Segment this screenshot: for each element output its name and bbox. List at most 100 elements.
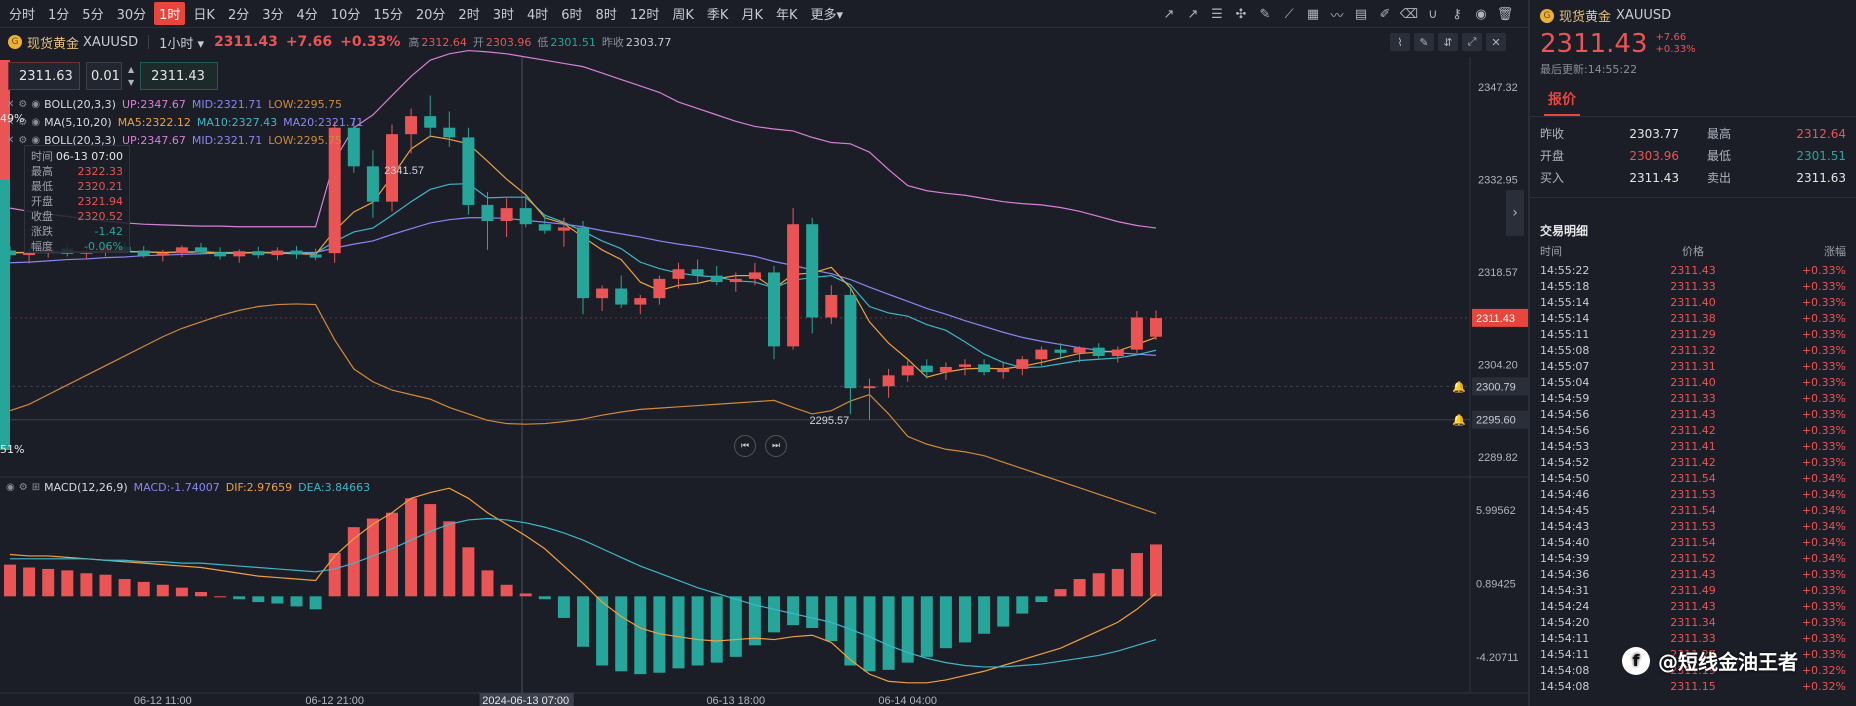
- macd-bar: [1092, 573, 1105, 597]
- low-annotation: 2295.57: [810, 415, 850, 427]
- buy-price-box[interactable]: 2311.43: [140, 62, 219, 90]
- candle-body: [901, 365, 914, 376]
- horizontal-line-icon[interactable]: ☰: [1211, 6, 1223, 22]
- close-icon[interactable]: ✕: [6, 98, 15, 110]
- tab-timeframe-6[interactable]: 2分: [227, 8, 250, 23]
- quote-label: 买入: [1540, 171, 1565, 185]
- chart-type-icon[interactable]: ⌇: [1390, 33, 1410, 51]
- tab-timeframe-15[interactable]: 6时: [561, 8, 583, 23]
- tooltip-label: 最高: [31, 165, 53, 178]
- tab-timeframe-10[interactable]: 15分: [373, 8, 403, 23]
- quantity-stepper[interactable]: ▲ ▼: [128, 63, 134, 89]
- tooltip-value: -1.42: [94, 225, 123, 238]
- eye-icon[interactable]: ◉: [1475, 6, 1487, 22]
- close-icon[interactable]: ✕: [1486, 33, 1506, 51]
- next-icon[interactable]: ⏭: [765, 435, 787, 457]
- tab-timeframe-7[interactable]: 3分: [262, 8, 284, 23]
- fan-icon[interactable]: ⟋: [1284, 6, 1294, 22]
- divider: [1530, 116, 1856, 117]
- tab-timeframe-22[interactable]: 更多▾: [810, 8, 844, 23]
- price-change-pct: +0.33%: [340, 34, 401, 50]
- eye-icon[interactable]: ◉: [31, 134, 41, 146]
- cross-line-icon[interactable]: ✣: [1235, 6, 1247, 22]
- left-pct-top: 49%: [0, 112, 25, 125]
- tab-timeframe-4[interactable]: 1时: [154, 2, 186, 25]
- tab-timeframe-3[interactable]: 30分: [116, 8, 147, 23]
- trend-line-icon[interactable]: ↗: [1163, 6, 1175, 22]
- wave-icon[interactable]: 〰: [1330, 8, 1344, 24]
- tab-timeframe-12[interactable]: 2时: [458, 8, 480, 23]
- gear-icon[interactable]: ⚙: [18, 98, 28, 110]
- tab-timeframe-16[interactable]: 8时: [595, 8, 617, 23]
- close-icon[interactable]: ✕: [6, 116, 15, 128]
- tab-timeframe-1[interactable]: 1分: [48, 8, 70, 23]
- fib-icon[interactable]: ▤: [1354, 6, 1368, 22]
- edit-icon[interactable]: ✐: [1379, 6, 1391, 22]
- macd-bar: [825, 596, 838, 641]
- trade-cell: 2311.15: [1670, 680, 1716, 693]
- parallel-channel-icon[interactable]: ▦: [1306, 6, 1320, 22]
- macd-bar: [1111, 568, 1124, 597]
- trade-cell: 14:54:11: [1540, 648, 1590, 661]
- trash-icon[interactable]: 🗑: [1496, 6, 1514, 22]
- trade-cell: 14:54:20: [1540, 616, 1590, 629]
- tab-timeframe-14[interactable]: 4时: [526, 8, 549, 23]
- trade-row: 14:55:04 2311.40 +0.33%: [1530, 375, 1856, 391]
- candle-body: [615, 288, 628, 305]
- candle-body: [252, 251, 265, 256]
- previous-icon[interactable]: ⏮: [734, 435, 756, 457]
- symbol-name[interactable]: 现货黄金: [27, 36, 80, 52]
- tab-timeframe-5[interactable]: 日K: [193, 8, 215, 23]
- magnet-icon[interactable]: ∪: [1428, 6, 1438, 22]
- gear-icon[interactable]: ⚙: [18, 481, 28, 493]
- tab-timeframe-21[interactable]: 年K: [775, 8, 798, 23]
- close-icon[interactable]: ✕: [6, 134, 15, 146]
- quote-label: 最低: [1707, 149, 1732, 163]
- tab-timeframe-2[interactable]: 5分: [82, 8, 104, 23]
- eye-icon[interactable]: ◉: [6, 481, 15, 493]
- quantity-input[interactable]: 0.01: [86, 62, 122, 90]
- macd-bar: [959, 596, 971, 643]
- tab-timeframe-13[interactable]: 3时: [492, 8, 514, 23]
- alert-price-tag: 2300.79: [1476, 381, 1516, 393]
- stepper-down-icon[interactable]: ▼: [128, 78, 135, 87]
- macd-bar: [519, 593, 532, 597]
- tab-timeframe-18[interactable]: 周K: [672, 8, 694, 23]
- tab-timeframe-8[interactable]: 4分: [296, 8, 318, 23]
- interval-select[interactable]: 1小时 ▾: [159, 36, 205, 52]
- tab-timeframe-0[interactable]: 分时: [9, 8, 36, 23]
- quote-item: 昨收 2303.77: [1540, 125, 1693, 143]
- stepper-up-icon[interactable]: ▲: [128, 65, 135, 74]
- collapse-panel-icon[interactable]: ›: [1506, 190, 1524, 236]
- lock-icon[interactable]: ⚷: [1452, 6, 1462, 22]
- trades-list[interactable]: 14:55:22 2311.43 +0.33% 14:55:18 2311.33 +0.3…: [1530, 263, 1856, 695]
- tab-timeframe-19[interactable]: 季K: [706, 8, 729, 23]
- tab-timeframe-9[interactable]: 10分: [330, 8, 361, 23]
- gold-coin-icon: G: [8, 35, 22, 49]
- trade-row: 14:54:56 2311.43 +0.33%: [1530, 407, 1856, 423]
- trade-cell: +0.33%: [1801, 376, 1846, 389]
- current-price-tag-bg: [1472, 308, 1528, 327]
- eye-icon[interactable]: ◉: [31, 98, 41, 110]
- indicator-icon[interactable]: ⇵: [1438, 33, 1458, 51]
- ray-icon[interactable]: ↗: [1187, 6, 1199, 22]
- tab-timeframe-17[interactable]: 12时: [629, 8, 660, 23]
- eye-icon[interactable]: ◉: [31, 116, 41, 128]
- trade-cell: +0.34%: [1801, 552, 1846, 565]
- sell-price-box[interactable]: 2311.63: [8, 62, 80, 90]
- tab-quote[interactable]: 报价: [1544, 89, 1580, 116]
- edit-icon[interactable]: ✎: [1414, 33, 1434, 51]
- eraser-icon[interactable]: ⌫: [1399, 6, 1419, 22]
- expand-icon[interactable]: ⊞: [31, 481, 41, 493]
- fullscreen-icon[interactable]: ⤢: [1462, 33, 1482, 51]
- candle-body: [577, 227, 589, 299]
- chart-controls: ⌇ ✎ ⇵ ⤢ ✕: [1390, 33, 1506, 51]
- candle-body: [1016, 359, 1029, 369]
- tab-timeframe-11[interactable]: 20分: [415, 8, 446, 23]
- gear-icon[interactable]: ⚙: [18, 134, 28, 146]
- gear-icon[interactable]: ⚙: [18, 116, 28, 128]
- chart-canvas[interactable]: 2341.57 2295.57 2347.32 2332.95 2318.57 2304.…: [0, 0, 1528, 706]
- tab-timeframe-20[interactable]: 月K: [741, 8, 763, 23]
- pen-icon[interactable]: ✎: [1259, 6, 1271, 22]
- candle-body: [729, 278, 742, 283]
